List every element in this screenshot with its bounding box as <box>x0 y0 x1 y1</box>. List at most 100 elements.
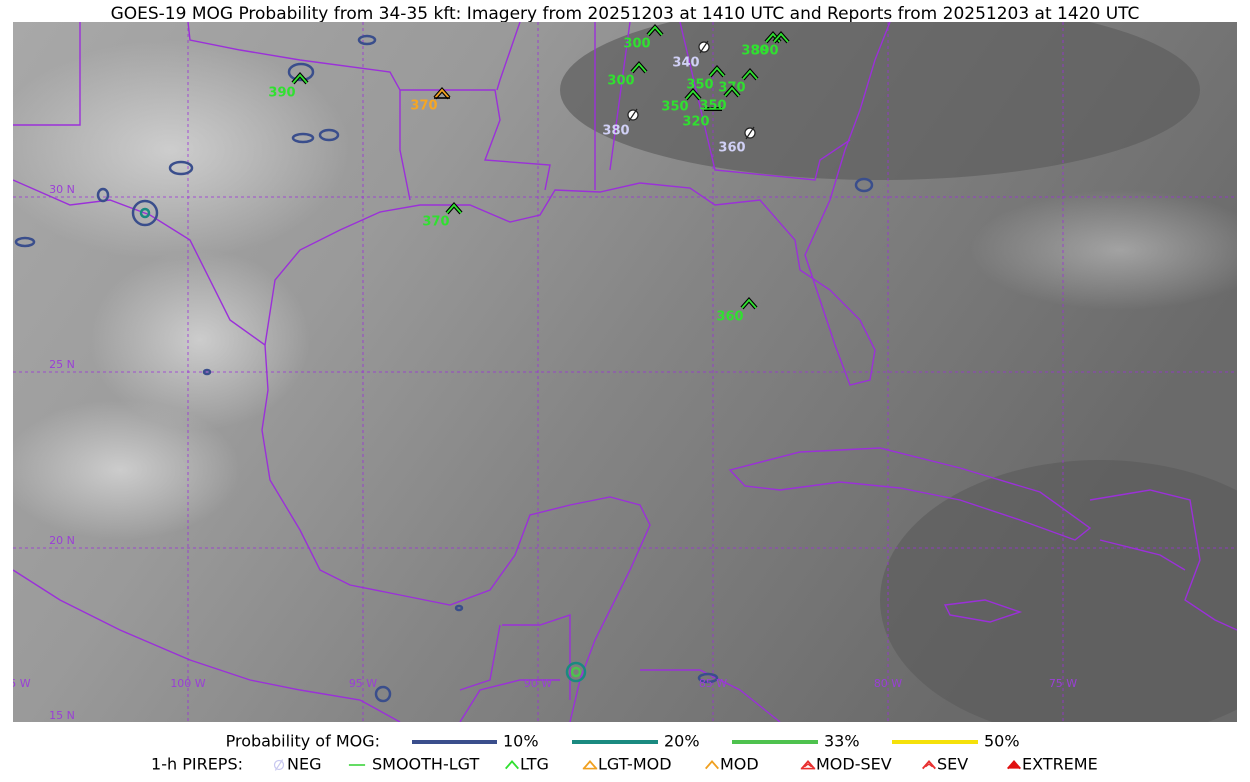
legend-label: MOD <box>720 755 759 774</box>
contour <box>357 34 377 46</box>
contour <box>96 187 110 203</box>
legend-label: 10% <box>503 732 539 751</box>
pirep-icon <box>446 203 462 214</box>
coastline <box>13 569 781 722</box>
contour <box>139 207 151 219</box>
pirep-label: 370 <box>422 215 449 230</box>
coastline <box>264 22 891 386</box>
pirep-icon <box>631 62 647 73</box>
legend-label: NEG <box>287 755 321 774</box>
lat-label: 15 N <box>49 709 75 722</box>
pirep-icon <box>705 760 719 770</box>
pirep-label: 380 <box>602 124 629 139</box>
lat-label: 20 N <box>49 534 75 547</box>
legend-label: 33% <box>824 732 860 751</box>
pirep: 300 <box>607 60 648 89</box>
pirep-icon <box>724 86 740 97</box>
pirep: 300 <box>623 23 664 52</box>
pirep-icon <box>745 126 755 140</box>
map: 30 N 25 N 20 N 15 N 105 W 100 W 95 W 90 … <box>13 22 1237 722</box>
dry-region <box>560 22 1200 180</box>
contour <box>168 160 194 176</box>
pirep-label: 300 <box>623 37 650 52</box>
pirep: 360 <box>718 126 756 156</box>
pirep-label: 360 <box>718 141 745 156</box>
pirep: 380 <box>602 108 639 139</box>
contour <box>570 666 582 678</box>
legend: Probability of MOG: 10% 20% 33% 50% 1-h … <box>151 732 1098 774</box>
border <box>13 22 851 700</box>
contour <box>131 199 159 227</box>
cloud <box>13 400 240 540</box>
legend-label: LTG <box>520 755 549 774</box>
pirep: 350 <box>699 99 726 114</box>
lat-label: 25 N <box>49 358 75 371</box>
pirep-label: 350 <box>686 78 713 93</box>
legend-title: 1-h PIREPS: <box>151 755 243 774</box>
pirep-label: 300 <box>607 74 634 89</box>
dry-region <box>880 460 1237 722</box>
cloud <box>970 190 1237 310</box>
lon-label: 80 W <box>874 677 902 690</box>
coastline <box>1089 489 1237 631</box>
legend-label: LGT-MOD <box>598 755 672 774</box>
pirep: 350 <box>661 87 702 115</box>
legend-label: SMOOTH-LGT <box>372 755 479 774</box>
pirep-icon <box>741 298 757 309</box>
legend-label: EXTREME <box>1022 755 1098 774</box>
coastline <box>13 179 651 722</box>
pirep-icon <box>773 32 789 43</box>
pirep-label: 350 <box>661 100 688 115</box>
legend-title: Probability of MOG: <box>226 732 380 751</box>
pirep-icon <box>628 108 638 122</box>
pirep-legend: NEG SMOOTH-LGT LTG LGT-MOD MOD MOD-SEV SEV EXTR… <box>273 755 1098 774</box>
pirep: 370 <box>422 201 463 230</box>
lat-label: 30 N <box>49 183 75 196</box>
pirep-icon <box>742 69 758 80</box>
pirep-icon <box>801 760 815 770</box>
legend-label: 20% <box>664 732 700 751</box>
coastline <box>728 447 1092 541</box>
pirep-label: 360 <box>716 310 743 325</box>
contour <box>854 177 874 193</box>
lon-label: 100 W <box>170 677 205 690</box>
pirep-label: 390 <box>751 44 778 59</box>
contour <box>454 604 464 612</box>
lon-label: 75 W <box>1049 677 1077 690</box>
pirep-icon <box>274 759 284 771</box>
contour <box>318 128 340 142</box>
cloud <box>13 40 350 260</box>
pirep-icon <box>505 760 519 770</box>
pirep-label: 370 <box>410 99 437 114</box>
pirep-label: 350 <box>699 99 726 114</box>
pirep-icon <box>699 40 709 54</box>
pirep: 390 <box>751 30 790 59</box>
contour <box>697 672 719 684</box>
mog-contours <box>14 34 874 703</box>
pirep-icon <box>709 66 725 77</box>
legend-label: 50% <box>984 732 1020 751</box>
title: GOES-19 MOG Probability from 34-35 kft: … <box>111 4 1140 24</box>
pirep-icon <box>583 760 597 770</box>
pirep-icon <box>273 759 285 771</box>
contour <box>287 62 315 82</box>
legend-label: MOD-SEV <box>816 755 892 774</box>
pirep-icon <box>1007 760 1021 770</box>
contour <box>374 685 392 703</box>
lon-label: 95 W <box>349 677 377 690</box>
lon-label: 85 W <box>699 677 727 690</box>
cloud <box>90 250 310 430</box>
contour <box>565 661 587 683</box>
pirep-icon <box>292 73 308 84</box>
pirep-icon <box>803 763 813 768</box>
grid <box>13 22 1237 722</box>
pirep-icon <box>434 88 450 99</box>
pirep-icon <box>647 25 663 36</box>
pirep: 320 <box>682 84 741 130</box>
pirep: 340 <box>672 40 710 71</box>
contour <box>291 132 315 144</box>
pirep-label: 380 <box>741 44 768 59</box>
pirep-icon <box>685 89 701 100</box>
pirep-icon <box>922 760 936 770</box>
